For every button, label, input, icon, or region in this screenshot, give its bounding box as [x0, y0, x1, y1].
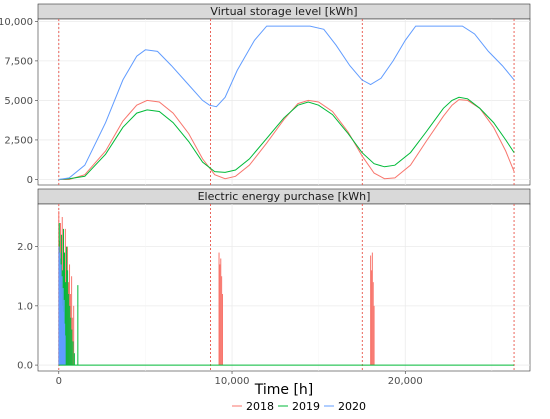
y-tick-label: 0 — [27, 175, 33, 186]
legend-label: 2020 — [338, 400, 366, 413]
x-tick-label: 20,000 — [388, 376, 423, 387]
grid-storage — [38, 19, 530, 185]
panel-title-storage: Virtual storage level [kWh] — [210, 5, 357, 18]
y-tick-label: 7,500 — [4, 56, 33, 67]
legend-label: 2018 — [246, 400, 274, 413]
x-ticks: 0 10,000 20,000 — [56, 371, 423, 387]
x-tick-label: 10,000 — [215, 376, 250, 387]
panel-storage-level: Virtual storage level [kWh] 0 2,500 5,000 7… — [0, 3, 531, 186]
y-tick-label: 2,500 — [4, 135, 33, 146]
legend-item-2020: 2020 — [324, 400, 366, 413]
y-ticks-storage: 0 2,500 5,000 7,500 10,000 — [0, 17, 38, 186]
series-purchase — [58, 211, 515, 366]
y-tick-label: 0.0 — [17, 361, 33, 372]
y-tick-label: 2.0 — [17, 242, 33, 253]
y-tick-label: 10,000 — [0, 17, 33, 28]
panel-frame-storage — [37, 18, 531, 186]
x-tick-label: 0 — [56, 376, 62, 387]
legend: 2018 2019 2020 — [232, 400, 366, 413]
x-axis-label: Time [h] — [254, 382, 314, 398]
series-line-2020 — [58, 25, 515, 180]
series-line-2019 — [58, 96, 515, 180]
y-tick-label: 1.0 — [17, 301, 33, 312]
series-line-2018 — [58, 99, 515, 180]
legend-item-2018: 2018 — [232, 400, 274, 413]
series-spikes-2020 — [58, 246, 66, 366]
panel-energy-purchase: Electric energy purchase [kWh] 0.0 1.0 2.0… — [17, 188, 531, 387]
legend-item-2019: 2019 — [278, 400, 320, 413]
panel-title-purchase: Electric energy purchase [kWh] — [198, 190, 371, 203]
series-storage — [58, 25, 515, 180]
y-tick-label: 5,000 — [4, 96, 33, 107]
y-ticks-purchase: 0.0 1.0 2.0 — [17, 242, 38, 372]
legend-label: 2019 — [292, 400, 320, 413]
panel-frame-purchase — [37, 203, 531, 372]
